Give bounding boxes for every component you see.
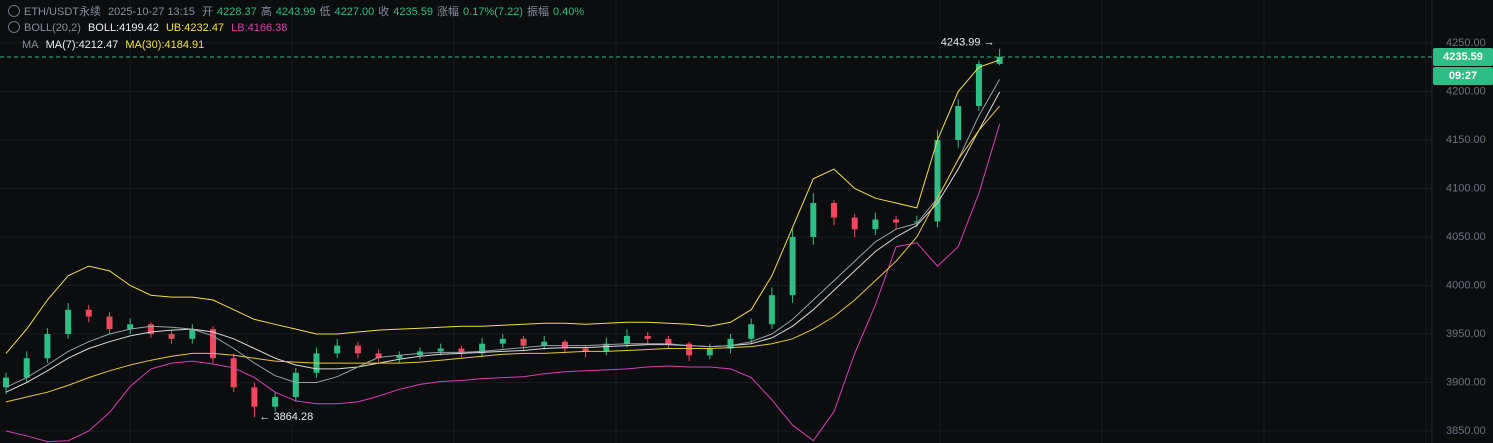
candle-body [334,345,341,354]
indicator-line [5,59,1000,354]
candle-body [168,333,175,339]
candle-body [147,324,154,334]
y-tick-label: 4250.00 [1446,37,1486,49]
indicator-line [5,105,1000,403]
countdown-tag [1433,66,1493,85]
symbol: ETH/USDT永续 [24,6,101,18]
candle-body [831,203,837,218]
candle-body [603,343,610,352]
candle-body [893,219,900,223]
candle-body [437,348,444,352]
candle-body [106,316,113,330]
candle-body [872,219,879,230]
field-value: 4228.37 [216,6,257,18]
field-value: 4227.00 [334,6,375,18]
y-tick-label: 3900.00 [1446,376,1486,388]
candle-body [85,309,92,317]
candle-body [789,236,796,296]
candle-body [913,221,920,223]
candle-body [727,338,734,349]
y-tick-label: 4200.00 [1446,85,1486,97]
boll-mid: BOLL:4199.42 [87,22,159,34]
countdown-label: 09:27 [1449,70,1477,82]
candle-body [479,343,486,354]
field-value: 0.17%(7.22) [463,6,523,18]
fields: 开 4228.37 高 4243.99 低 4227.00 收 4235.59 涨幅 0.17%(… [202,6,588,18]
candle-body [272,397,279,407]
candle-body [230,358,237,388]
candle-body [3,377,9,388]
candle-body [396,355,403,359]
boll-name: BOLL(20,2) [24,22,81,34]
toggle-icon[interactable] [8,5,20,17]
candle-body [810,203,817,237]
boll-header: BOLL(20,2) BOLL:4199.42 UB:4232.47 LB:41… [8,21,291,34]
candle-body [210,329,216,359]
candle-body [354,345,361,354]
candle-body [644,335,651,339]
y-tick-label: 3850.00 [1446,425,1486,437]
candle-body [686,343,693,356]
field-label: 低 [319,6,331,18]
last-price-tag [1433,47,1493,66]
candle-body [23,358,30,378]
toggle-icon[interactable] [8,21,20,33]
ohlc-header: ETH/USDT永续 2025-10-27 13:15 开 4228.37 高 424… [8,3,592,19]
field-label: 开 [201,6,213,18]
y-tick-label: 4000.00 [1446,279,1486,291]
ma-name: MA [22,39,39,51]
candle-body [520,338,527,346]
ma-header: MA MA(7):4212.47 MA(30):4184.91 [22,39,208,51]
last-price-label: 4235.59 [1443,51,1483,63]
indicator-line [5,123,1001,443]
y-tick-label: 3950.00 [1446,328,1486,340]
low-annotation: ← 3864.28 [259,411,313,423]
candle-body [44,333,51,359]
field-label: 收 [378,6,390,18]
candle-body [768,295,775,325]
candle-body [582,348,589,352]
candle-body [851,217,858,230]
candle-body [934,139,941,222]
high-annotation: 4243.99 → [941,37,995,49]
candle-body [499,338,506,344]
candle-body [458,348,465,354]
plot [3,48,1003,443]
candle-body [189,329,196,339]
y-tick-label: 4150.00 [1446,134,1486,146]
field-label: 高 [260,6,272,18]
candle-body [975,63,982,107]
candle-body [375,353,382,359]
ma30: MA(30):4184.91 [125,39,205,51]
candle-body [748,324,755,339]
candle-body [292,372,299,398]
candle-body [251,387,258,407]
ma7: MA(7):4212.47 [45,39,119,51]
candle-body [624,335,630,344]
indicator-line [5,91,1001,393]
candle-body [665,338,672,344]
time: 2025-10-27 13:15 [108,6,195,18]
boll-ub: UB:4232.47 [165,22,225,34]
candle-body [127,324,134,330]
candle-body [541,341,548,346]
field-value: 4243.99 [275,6,316,18]
field-value: 0.40% [552,6,585,18]
candle-body [65,309,72,334]
candle-body [706,348,713,356]
candle-body [955,106,962,140]
field-label: 涨幅 [437,6,460,18]
y-tick-label: 4100.00 [1446,182,1486,194]
indicator-line [5,79,1001,388]
y-tick-label: 4050.00 [1446,231,1486,243]
field-value: 4235.59 [393,6,434,18]
field-label: 振幅 [526,6,549,18]
boll-lb: LB:4166.38 [231,22,288,34]
